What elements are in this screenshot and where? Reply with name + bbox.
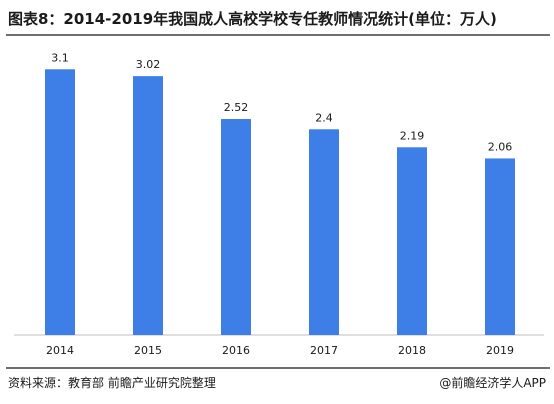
- chart-title: 图表8：2014-2019年我国成人高校学校专任教师情况统计(单位：万人): [8, 10, 497, 28]
- bar-2018: [397, 147, 427, 335]
- data-label-2014: 3.1: [51, 51, 69, 64]
- bar-2014: [45, 69, 75, 336]
- x-tick-label-2018: 2018: [398, 344, 426, 357]
- data-label-2015: 3.02: [136, 58, 161, 71]
- data-label-2018: 2.19: [400, 129, 425, 142]
- x-tick-label-2017: 2017: [310, 344, 338, 357]
- bar-2019: [485, 158, 515, 335]
- brand-credit: @前瞻经济学人APP: [439, 376, 546, 390]
- bar-2015: [133, 76, 163, 336]
- data-label-2016: 2.52: [224, 101, 249, 114]
- title-divider: [6, 34, 550, 36]
- x-tick-label-2015: 2015: [134, 344, 162, 357]
- x-tick-label-2016: 2016: [222, 344, 250, 357]
- x-tick-label-2019: 2019: [486, 344, 514, 357]
- source-note: 资料来源：教育部 前瞻产业研究院整理: [8, 376, 216, 390]
- data-label-2019: 2.06: [488, 140, 513, 153]
- footer-divider: [6, 367, 550, 369]
- data-label-2017: 2.4: [315, 111, 333, 124]
- bar-2017: [309, 129, 339, 335]
- bar-2016: [221, 119, 251, 335]
- x-tick-label-2014: 2014: [46, 344, 74, 357]
